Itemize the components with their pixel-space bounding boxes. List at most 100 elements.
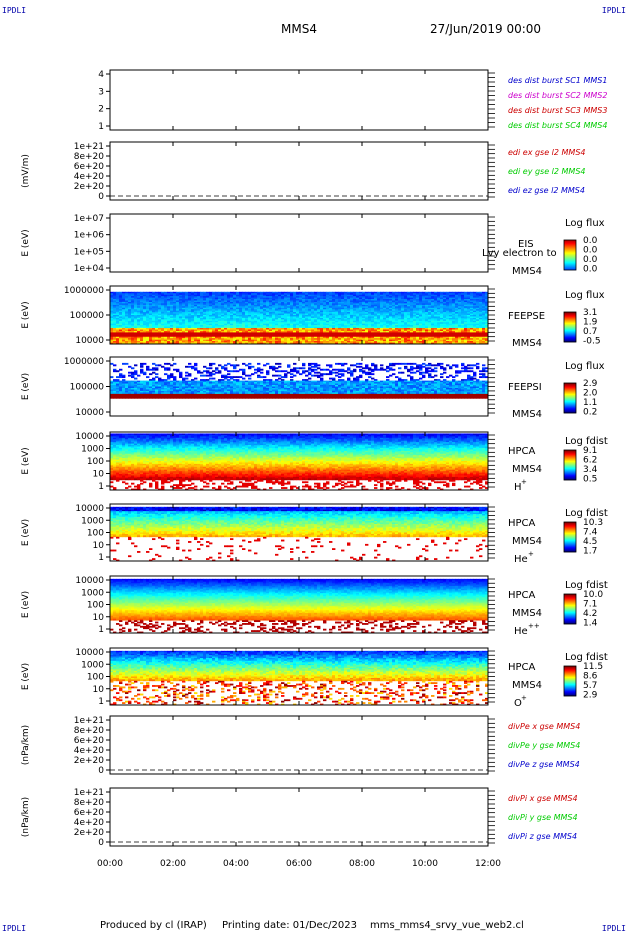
spectrogram-cell bbox=[155, 306, 159, 309]
spectrogram-cell bbox=[254, 316, 258, 319]
spectrogram-cell bbox=[251, 296, 255, 298]
spectrogram-cell bbox=[113, 333, 117, 336]
colorbar-segment bbox=[564, 253, 576, 255]
spectrogram-cell bbox=[215, 341, 219, 343]
spectrogram-cell bbox=[260, 319, 264, 322]
spectrogram-cell bbox=[140, 371, 144, 374]
spectrogram-cell bbox=[170, 291, 174, 294]
spectrogram-cell bbox=[212, 312, 216, 314]
spectrogram-cell bbox=[164, 306, 168, 309]
spectrogram-cell bbox=[167, 293, 171, 296]
spectrogram-cell bbox=[245, 332, 249, 335]
spectrogram-cell bbox=[167, 322, 171, 325]
spectrogram-cell bbox=[167, 312, 171, 314]
spectrogram-cell bbox=[233, 307, 237, 310]
spectrogram-cell bbox=[248, 301, 252, 304]
spectrogram-cell bbox=[269, 304, 273, 307]
spectrogram-cell bbox=[212, 313, 216, 316]
spectrogram-cell bbox=[218, 297, 222, 300]
spectrogram-cell bbox=[182, 330, 186, 333]
spectrogram-cell bbox=[203, 320, 207, 323]
spectrogram-cell bbox=[188, 339, 192, 342]
spectrogram-cell bbox=[131, 319, 135, 322]
spectrogram-cell bbox=[140, 315, 144, 317]
spectrogram-cell bbox=[194, 328, 198, 330]
spectrogram-cell bbox=[131, 313, 135, 316]
spectrogram-cell bbox=[116, 320, 120, 323]
spectrogram-cell bbox=[143, 299, 147, 301]
spectrogram-cell bbox=[131, 367, 135, 370]
y-tick-label: 4 bbox=[98, 70, 104, 80]
spectrogram-cell bbox=[158, 293, 162, 296]
spectrogram-cell bbox=[152, 291, 156, 294]
spectrogram-cell bbox=[263, 300, 267, 303]
spectrogram-cell bbox=[203, 316, 207, 319]
spectrogram-cell bbox=[260, 301, 264, 304]
spectrogram-cell bbox=[218, 338, 222, 341]
spectrogram-cell bbox=[209, 332, 213, 335]
spectrogram-cell bbox=[257, 326, 261, 329]
spectrogram-cell bbox=[134, 313, 138, 316]
spectrogram-cell bbox=[206, 338, 210, 341]
spectrogram-cell bbox=[194, 294, 198, 297]
spectrogram-cell bbox=[182, 306, 186, 309]
spectrogram-cell bbox=[179, 297, 183, 300]
spectrogram-cell bbox=[158, 320, 162, 323]
spectrogram-cell bbox=[254, 317, 258, 320]
spectrogram-cell bbox=[200, 306, 204, 309]
spectrogram-cell bbox=[251, 316, 255, 319]
spectrogram-cell bbox=[236, 301, 240, 304]
spectrogram-cell bbox=[212, 322, 216, 325]
spectrogram-cell bbox=[137, 306, 141, 309]
spectrogram-cell bbox=[230, 338, 234, 341]
spacecraft-title: MMS4 bbox=[281, 22, 317, 36]
spectrogram-cell bbox=[176, 326, 180, 329]
spectrogram-cell bbox=[215, 315, 219, 317]
spectrogram-cell bbox=[203, 294, 207, 297]
spectrogram-cell bbox=[122, 396, 126, 399]
spectrogram-cell bbox=[230, 310, 234, 313]
spectrogram-cell bbox=[269, 333, 273, 336]
spectrogram-cell bbox=[233, 317, 237, 320]
spectrogram-cell bbox=[245, 293, 249, 296]
spectrogram-cell bbox=[245, 299, 249, 301]
spectrogram-cell bbox=[146, 291, 150, 294]
spectrogram-cell bbox=[140, 320, 144, 323]
spectrogram-cell bbox=[251, 319, 255, 322]
spectrogram-cell bbox=[185, 304, 189, 307]
spectrogram-cell bbox=[116, 299, 120, 301]
spectrogram-cell bbox=[125, 291, 129, 294]
spectrogram-cell bbox=[182, 320, 186, 323]
spectrogram-cell bbox=[155, 338, 159, 341]
spectrogram-cell bbox=[164, 330, 168, 333]
spectrogram-cell bbox=[188, 329, 192, 332]
spectrogram-cell bbox=[257, 299, 261, 301]
spectrogram-cell bbox=[236, 338, 240, 341]
spectrogram-cell bbox=[206, 300, 210, 303]
spectrogram-cell bbox=[197, 313, 201, 316]
spectrogram-cell bbox=[143, 338, 147, 341]
spectrogram-cell bbox=[257, 316, 261, 319]
spectrogram-cell bbox=[245, 326, 249, 329]
spectrogram-cell bbox=[146, 341, 150, 343]
spectrogram-cell bbox=[248, 330, 252, 333]
spectrogram-cell bbox=[149, 336, 153, 339]
spectrogram-cell bbox=[131, 317, 135, 320]
spectrogram-cell bbox=[212, 299, 216, 301]
spectrogram-cell bbox=[218, 342, 222, 345]
spectrogram-cell bbox=[173, 312, 177, 314]
spectrogram-cell bbox=[266, 313, 270, 316]
spectrogram-cell bbox=[224, 342, 228, 345]
spectrogram-cell bbox=[140, 299, 144, 301]
spectrogram-cell bbox=[116, 304, 120, 307]
spectrogram-cell bbox=[245, 291, 249, 294]
spectrogram-cell bbox=[188, 328, 192, 330]
spectrogram-cell bbox=[233, 335, 237, 338]
spectrogram-cell bbox=[236, 293, 240, 296]
spectrogram-cell bbox=[269, 338, 273, 341]
spectrogram-cell bbox=[263, 342, 267, 345]
y-tick-label: 0 bbox=[98, 192, 104, 202]
spectrogram-cell bbox=[128, 310, 132, 313]
spectrogram-cell bbox=[245, 306, 249, 309]
spectrogram-cell bbox=[149, 293, 153, 296]
